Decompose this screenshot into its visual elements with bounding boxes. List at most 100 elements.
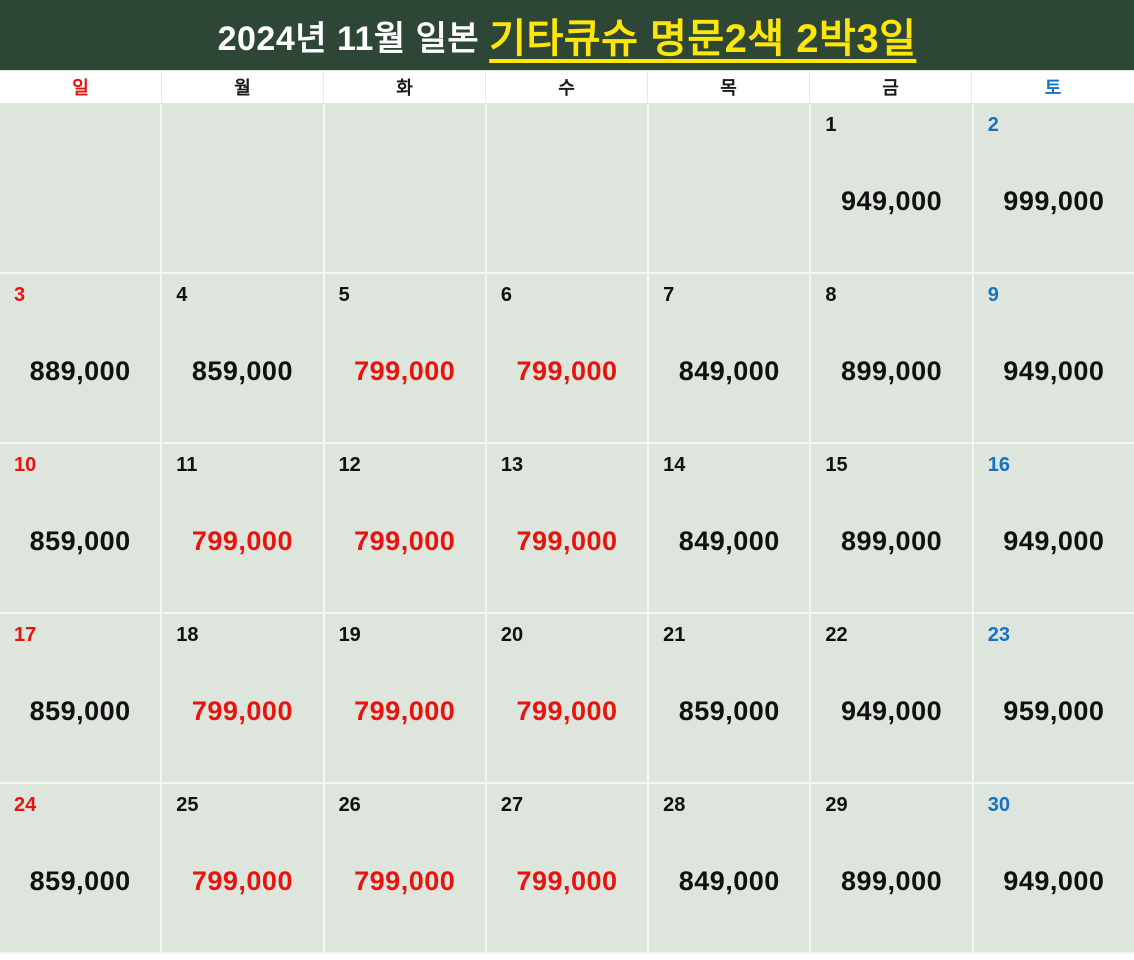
day-number: 13 [500, 454, 524, 476]
page-title-highlight: 기타큐슈 명문2색 2박3일 [489, 17, 917, 61]
calendar-cell: 25 799,000 [162, 784, 323, 952]
calendar-cell: 5 799,000 [324, 274, 485, 442]
weekday-label-wk: 목 [648, 71, 810, 103]
title-bar: 2024년 11월 일본 기타큐슈 명문2색 2박3일 [0, 0, 1134, 70]
calendar-cell: 10 859,000 [0, 444, 161, 612]
price-label: 899,000 [841, 866, 943, 896]
price-label: 949,000 [1003, 356, 1105, 386]
day-number: 17 [14, 624, 37, 646]
price-label: 799,000 [354, 526, 456, 556]
weekday-label-sat: 토 [1044, 78, 1062, 98]
calendar-cell [324, 104, 485, 272]
weekday-label-wk: 월 [162, 71, 324, 103]
price-label: 799,000 [354, 356, 456, 386]
calendar-cell: 17 859,000 [0, 614, 161, 782]
price-label: 899,000 [841, 356, 943, 386]
price-label: 949,000 [1003, 526, 1105, 556]
calendar-cell [649, 104, 810, 272]
price-label: 859,000 [29, 526, 131, 556]
price-label: 799,000 [516, 356, 618, 386]
price-label: 799,000 [191, 696, 293, 726]
day-number: 21 [663, 624, 686, 646]
day-number: 19 [338, 624, 361, 646]
day-number: 6 [500, 284, 512, 306]
day-number: 20 [500, 624, 524, 646]
calendar-cell: 20 799,000 [486, 614, 648, 782]
day-number [663, 114, 809, 138]
price-label: 999,000 [1003, 186, 1105, 216]
price-label: 859,000 [678, 696, 780, 726]
calendar-cell: 19 799,000 [324, 614, 485, 782]
calendar-cell: 28 849,000 [649, 784, 810, 952]
day-number: 28 [663, 794, 686, 816]
price-label: 859,000 [191, 356, 293, 386]
calendar-cell [486, 104, 648, 272]
calendar-cell: 15 899,000 [811, 444, 972, 612]
day-number: 10 [14, 454, 37, 476]
calendar-cell: 27 799,000 [486, 784, 648, 952]
day-number: 7 [663, 284, 675, 306]
day-number: 16 [987, 454, 1010, 476]
price-label: 959,000 [1003, 696, 1105, 726]
weekday-label-sun: 일 [0, 71, 162, 103]
price-label: 799,000 [354, 866, 456, 896]
calendar-cell: 2 999,000 [973, 104, 1134, 272]
price-label: 859,000 [29, 696, 131, 726]
day-number: 29 [825, 794, 848, 816]
calendar-cell: 22 949,000 [811, 614, 972, 782]
day-number: 22 [825, 624, 848, 646]
calendar-cell: 24 859,000 [0, 784, 161, 952]
calendar-cell: 13 799,000 [486, 444, 648, 612]
calendar-cell: 9 949,000 [973, 274, 1134, 442]
price-label: 799,000 [516, 526, 618, 556]
price-label: 859,000 [29, 866, 131, 896]
day-number: 30 [987, 794, 1010, 816]
price-label: 849,000 [678, 526, 780, 556]
price-label: 799,000 [516, 866, 618, 896]
price-label: 949,000 [1003, 866, 1105, 896]
price-label: 899,000 [841, 526, 943, 556]
calendar-cell: 8 899,000 [811, 274, 972, 442]
price-label: 849,000 [678, 866, 780, 896]
day-number: 15 [825, 454, 848, 476]
calendar-cell: 1 949,000 [811, 104, 972, 272]
day-number [176, 114, 322, 138]
day-number: 11 [176, 454, 198, 476]
day-number [501, 114, 647, 138]
day-number [339, 114, 485, 138]
calendar-cell: 14 849,000 [649, 444, 810, 612]
calendar-cell: 26 799,000 [324, 784, 485, 952]
calendar-cell: 11 799,000 [162, 444, 323, 612]
day-number: 12 [338, 454, 361, 476]
day-number: 1 [825, 114, 837, 136]
calendar-cell: 30 949,000 [973, 784, 1134, 952]
weekday-label-wk: 금 [810, 71, 972, 103]
calendar-cell: 29 899,000 [811, 784, 972, 952]
price-label: 799,000 [191, 866, 293, 896]
price-label: 799,000 [354, 696, 456, 726]
day-number [14, 114, 160, 138]
day-number: 18 [176, 624, 199, 646]
calendar-cell [162, 104, 323, 272]
calendar-cell: 21 859,000 [649, 614, 810, 782]
day-number: 3 [14, 284, 26, 306]
day-number: 8 [825, 284, 837, 306]
day-number: 5 [338, 284, 350, 306]
calendar-cell: 4 859,000 [162, 274, 323, 442]
day-number: 25 [176, 794, 199, 816]
day-number: 2 [987, 114, 999, 136]
weekday-label-wk: 화 [324, 71, 486, 103]
price-label: 849,000 [678, 356, 780, 386]
price-label: 799,000 [516, 696, 618, 726]
day-number: 23 [987, 624, 1010, 646]
calendar-cell: 12 799,000 [324, 444, 485, 612]
day-number: 27 [500, 794, 524, 816]
day-number: 9 [987, 284, 999, 306]
day-number: 26 [338, 794, 361, 816]
calendar-cell: 7 849,000 [649, 274, 810, 442]
price-label: 949,000 [841, 696, 943, 726]
day-number: 14 [663, 454, 686, 476]
day-number: 4 [176, 284, 188, 306]
price-label: 949,000 [841, 186, 943, 216]
